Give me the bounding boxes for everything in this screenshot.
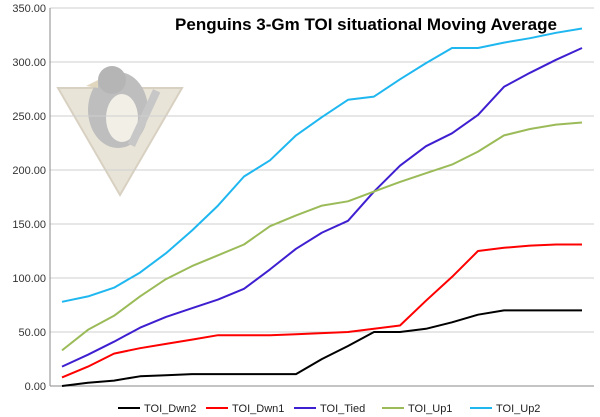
penguin-logo	[56, 66, 184, 197]
legend-label: TOI_Up2	[496, 403, 540, 415]
series-line-toi-tied	[61, 47, 583, 368]
series-line-toi-dwn2	[61, 309, 582, 387]
legend-label: TOI_Up1	[408, 403, 452, 415]
series-line-toi-dwn1	[61, 243, 582, 379]
penguin-logo-belly	[106, 94, 138, 142]
chart-title: Penguins 3-Gm TOI situational Moving Ave…	[175, 15, 557, 34]
legend-label: TOI_Dwn1	[232, 403, 284, 415]
y-tick-label: 250.00	[12, 111, 46, 123]
legend-label: TOI_Tied	[320, 403, 365, 415]
legend: TOI_Dwn2 TOI_Dwn1 TOI_Tied TOI_Up1 TOI_Up2	[118, 403, 540, 415]
legend-label: TOI_Dwn2	[144, 403, 196, 415]
penguin-logo-head	[98, 66, 126, 94]
axes	[49, 8, 594, 387]
gridlines	[50, 7, 594, 387]
series-lines	[61, 27, 583, 387]
y-tick-label: 200.00	[12, 165, 46, 177]
y-tick-labels: 0.00 50.00 100.00 150.00 200.00 250.00 300.00 3…	[12, 3, 46, 393]
series-line-toi-up2	[61, 27, 583, 303]
y-tick-label: 350.00	[12, 3, 46, 15]
y-tick-label: 150.00	[12, 219, 46, 231]
y-tick-label: 50.00	[18, 327, 46, 339]
y-tick-label: 300.00	[12, 57, 46, 69]
y-tick-label: 0.00	[25, 381, 46, 393]
penguin-logo-beak	[86, 80, 98, 88]
penguin-logo-stick	[127, 89, 161, 147]
y-tick-label: 100.00	[12, 273, 46, 285]
series-line-toi-up1	[61, 121, 583, 352]
